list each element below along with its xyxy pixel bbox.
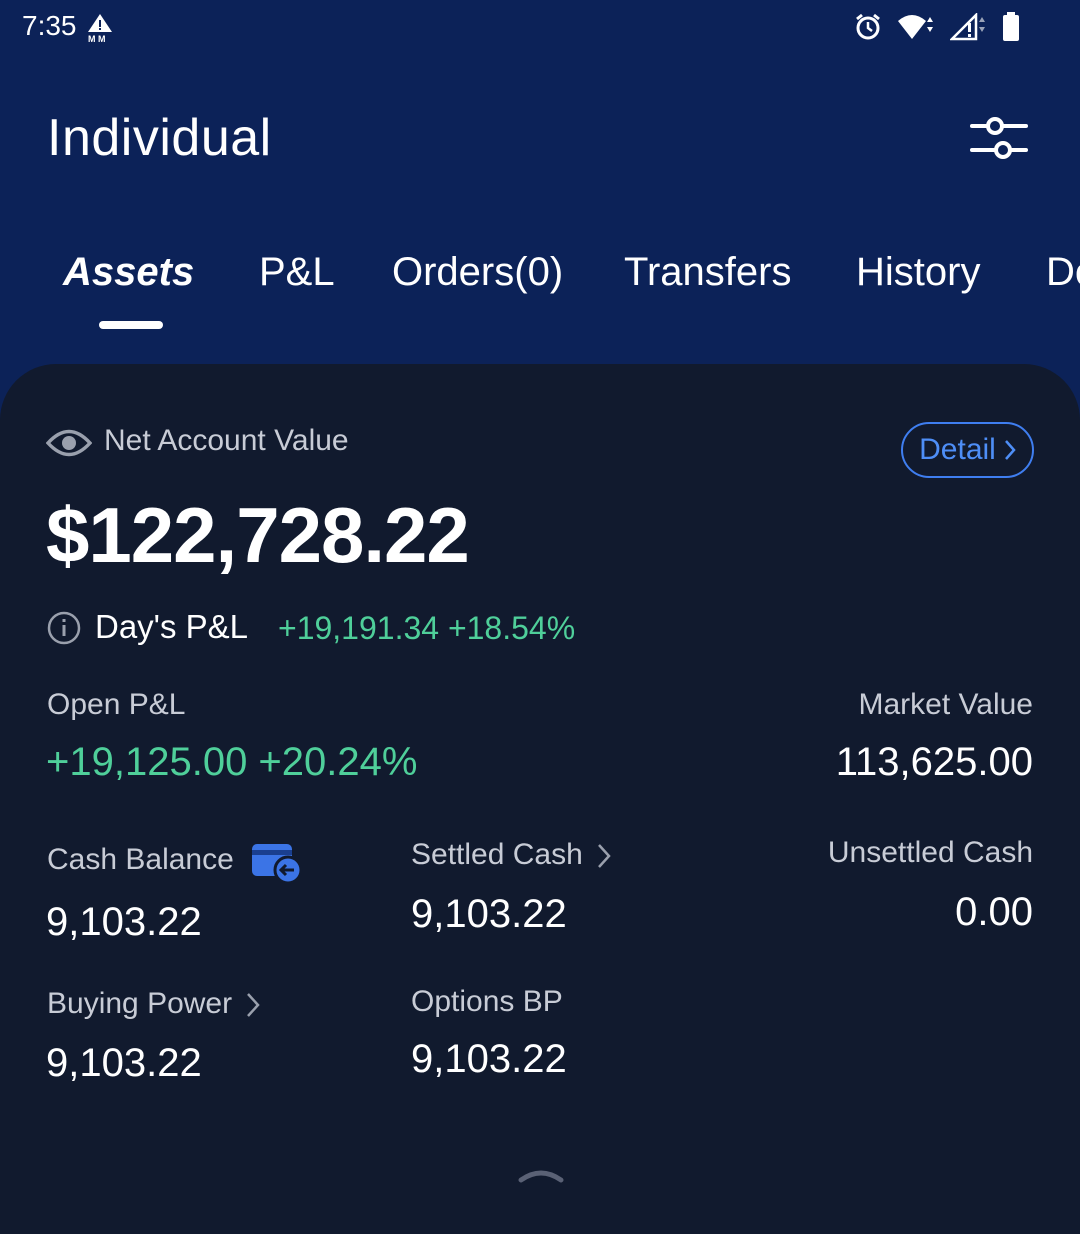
wifi-icon bbox=[898, 15, 933, 39]
days-pl-value: +19,191.34 +18.54% bbox=[278, 610, 576, 646]
eye-icon[interactable] bbox=[46, 426, 92, 460]
open-pl-value: +19,125.00 +20.24% bbox=[46, 740, 418, 784]
tab-indicator bbox=[99, 321, 163, 329]
wallet-transfer-icon[interactable] bbox=[250, 840, 304, 886]
tab-history[interactable]: History bbox=[856, 250, 981, 294]
net-account-value-label: Net Account Value bbox=[104, 424, 349, 457]
chevron-up-icon[interactable] bbox=[518, 1164, 564, 1184]
days-pl-label: Day's P&L bbox=[95, 608, 249, 645]
chevron-right-icon bbox=[597, 844, 611, 868]
unsettled-cash-label: Unsettled Cash bbox=[827, 836, 1033, 869]
settled-cash-value: 9,103.22 bbox=[411, 892, 567, 936]
open-pl-label: Open P&L bbox=[47, 688, 186, 721]
buying-power-label: Buying Power bbox=[47, 987, 233, 1020]
svg-text:M M: M M bbox=[88, 34, 106, 44]
chevron-right-icon bbox=[1004, 440, 1016, 460]
detail-button-label: Detail bbox=[919, 433, 996, 466]
settled-cash-label: Settled Cash bbox=[411, 838, 583, 871]
status-icons bbox=[854, 12, 1020, 42]
cash-balance-label: Cash Balance bbox=[47, 843, 234, 876]
chevron-right-icon bbox=[247, 993, 260, 1017]
cash-balance-value: 9,103.22 bbox=[46, 900, 202, 944]
sliders-icon[interactable] bbox=[968, 110, 1030, 166]
settled-cash-link[interactable]: Settled Cash bbox=[411, 838, 611, 872]
page-title: Individual bbox=[47, 109, 272, 167]
status-bar: 7:35 M M bbox=[0, 0, 1080, 56]
buying-power-link[interactable]: Buying Power bbox=[47, 987, 260, 1021]
options-bp-value: 9,103.22 bbox=[411, 1037, 567, 1081]
tab-orders[interactable]: Orders(0) bbox=[392, 250, 564, 294]
market-value-label: Market Value bbox=[858, 688, 1033, 721]
signal-icon bbox=[950, 13, 985, 41]
market-value: 113,625.00 bbox=[835, 740, 1033, 784]
tab-partial[interactable]: De bbox=[1046, 250, 1080, 294]
unsettled-cash-value: 0.00 bbox=[955, 890, 1033, 934]
status-time: 7:35 bbox=[22, 10, 77, 41]
carrier-alert-icon: M M bbox=[88, 14, 112, 44]
buying-power-value: 9,103.22 bbox=[46, 1041, 202, 1085]
net-account-value: $122,728.22 bbox=[46, 491, 470, 579]
options-bp-label: Options BP bbox=[411, 985, 563, 1018]
tab-bar: Assets P&L Orders(0) Transfers History D… bbox=[0, 236, 1080, 336]
tab-assets[interactable]: Assets bbox=[63, 250, 195, 294]
account-card bbox=[0, 364, 1080, 1234]
detail-button[interactable]: Detail bbox=[901, 422, 1034, 478]
info-icon[interactable] bbox=[47, 611, 81, 645]
tab-transfers[interactable]: Transfers bbox=[624, 250, 792, 294]
tab-pl[interactable]: P&L bbox=[259, 250, 335, 294]
battery-icon bbox=[1003, 12, 1019, 41]
alarm-icon bbox=[856, 13, 880, 40]
